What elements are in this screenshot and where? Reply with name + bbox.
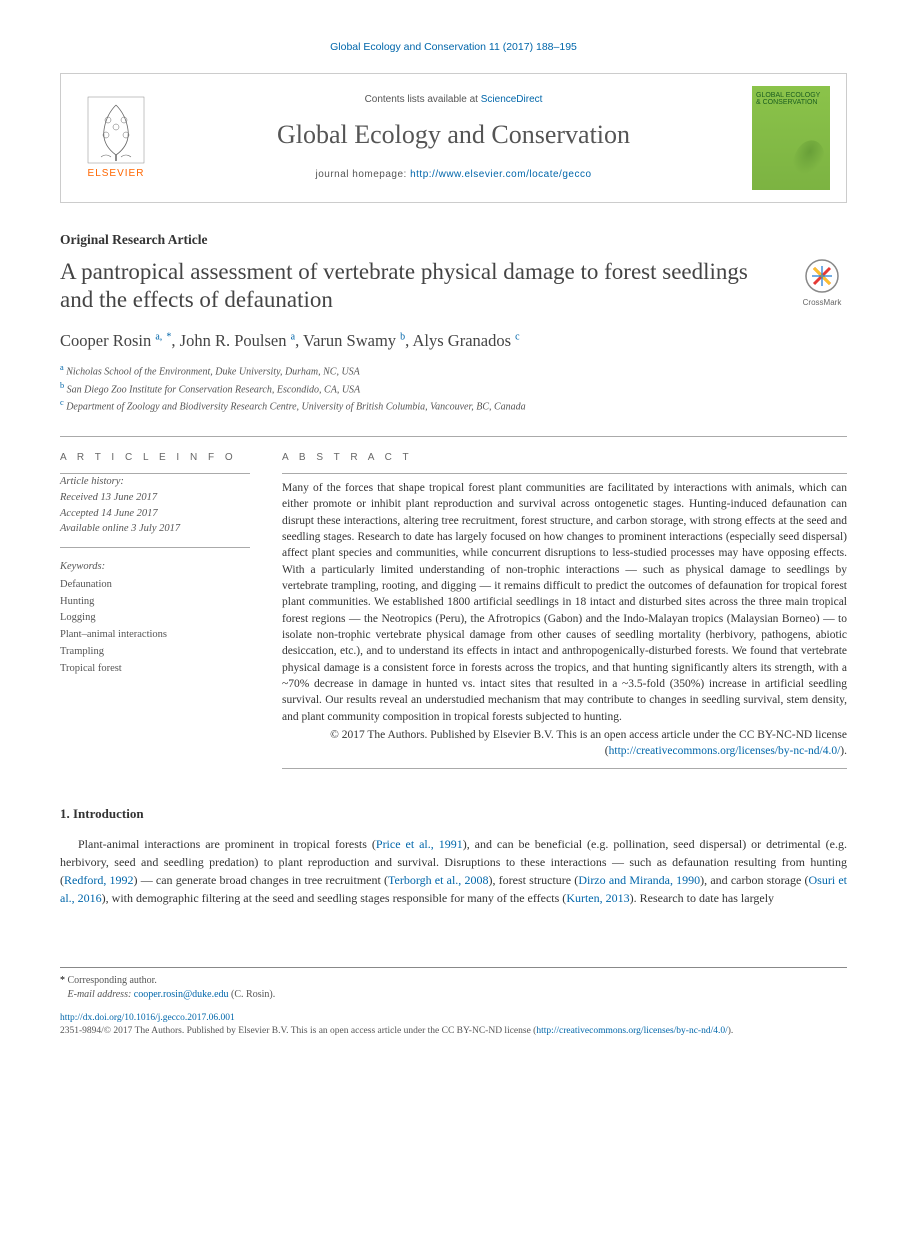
keyword: Hunting <box>60 594 250 611</box>
author-2: John R. Poulsen a <box>180 331 295 350</box>
affiliation-a: a Nicholas School of the Environment, Du… <box>60 362 847 379</box>
accepted-date: Accepted 14 June 2017 <box>60 506 250 522</box>
keyword: Trampling <box>60 644 250 661</box>
journal-name: Global Ecology and Conservation <box>173 117 734 153</box>
article-info-head: A R T I C L E I N F O <box>60 445 250 465</box>
journal-homepage-line: journal homepage: http://www.elsevier.co… <box>173 168 734 182</box>
keyword: Defaunation <box>60 577 250 594</box>
affiliations: a Nicholas School of the Environment, Du… <box>60 362 847 414</box>
author-1: Cooper Rosin a, * <box>60 331 171 350</box>
keyword: Plant–animal interactions <box>60 627 250 644</box>
citation-link[interactable]: Terborgh et al., 2008 <box>388 873 488 887</box>
corresponding-email-link[interactable]: cooper.rosin@duke.edu <box>134 989 229 1000</box>
journal-cover-thumbnail: GLOBAL ECOLOGY & CONSERVATION <box>752 86 830 190</box>
authors-line: Cooper Rosin a, *, John R. Poulsen a, Va… <box>60 329 847 352</box>
running-head: Global Ecology and Conservation 11 (2017… <box>60 40 847 55</box>
affiliation-b: b San Diego Zoo Institute for Conservati… <box>60 380 847 397</box>
journal-header: ELSEVIER Contents lists available at Sci… <box>60 73 847 203</box>
intro-paragraph-1: Plant-animal interactions are prominent … <box>60 835 847 907</box>
abstract-column: A B S T R A C T Many of the forces that … <box>282 445 847 769</box>
keywords-head: Keywords: <box>60 560 250 575</box>
elsevier-tree-icon <box>86 95 146 165</box>
publisher-logo: ELSEVIER <box>77 95 155 181</box>
email-line: E-mail address: cooper.rosin@duke.edu (C… <box>60 988 847 1002</box>
author-4: Alys Granados c <box>413 331 520 350</box>
keyword: Logging <box>60 610 250 627</box>
article-type: Original Research Article <box>60 231 847 250</box>
affiliation-c: c Department of Zoology and Biodiversity… <box>60 397 847 414</box>
keyword: Tropical forest <box>60 661 250 678</box>
article-history: Article history: Received 13 June 2017 A… <box>60 474 250 548</box>
received-date: Received 13 June 2017 <box>60 490 250 506</box>
citation-link[interactable]: Kurten, 2013 <box>566 891 629 905</box>
journal-homepage-link[interactable]: http://www.elsevier.com/locate/gecco <box>410 169 591 180</box>
citation-link[interactable]: Price et al., 1991 <box>376 837 463 851</box>
divider <box>282 768 847 769</box>
contents-available-line: Contents lists available at ScienceDirec… <box>173 93 734 107</box>
running-head-citation: 11 (2017) 188–195 <box>489 41 577 53</box>
doi-issn-block: http://dx.doi.org/10.1016/j.gecco.2017.0… <box>60 1012 847 1039</box>
license-link-footer[interactable]: http://creativecommons.org/licenses/by-n… <box>536 1026 727 1036</box>
article-info-column: A R T I C L E I N F O Article history: R… <box>60 445 250 769</box>
online-date: Available online 3 July 2017 <box>60 521 250 537</box>
copyright-line: © 2017 The Authors. Published by Elsevie… <box>282 727 847 760</box>
keywords-list: Defaunation Hunting Logging Plant–animal… <box>60 577 250 678</box>
citation-link[interactable]: Dirzo and Miranda, 1990 <box>578 873 700 887</box>
abstract-text: Many of the forces that shape tropical f… <box>282 480 847 725</box>
history-head: Article history: <box>60 474 250 490</box>
corresponding-author-note: * Corresponding author. <box>60 974 847 988</box>
crossmark-icon <box>804 258 840 294</box>
crossmark-badge[interactable]: CrossMark <box>797 258 847 308</box>
license-link[interactable]: http://creativecommons.org/licenses/by-n… <box>609 745 841 757</box>
section-heading-introduction: 1. Introduction <box>60 805 847 823</box>
divider <box>60 436 847 437</box>
citation-link[interactable]: Redford, 1992 <box>64 873 134 887</box>
article-title: A pantropical assessment of vertebrate p… <box>60 258 777 316</box>
running-head-journal: Global Ecology and Conservation <box>330 41 486 53</box>
abstract-head: A B S T R A C T <box>282 445 847 465</box>
crossmark-label: CrossMark <box>797 297 847 308</box>
author-3: Varun Swamy b <box>303 331 405 350</box>
doi-link[interactable]: http://dx.doi.org/10.1016/j.gecco.2017.0… <box>60 1013 235 1023</box>
publisher-name: ELSEVIER <box>88 167 145 181</box>
footnotes: * Corresponding author. E-mail address: … <box>60 967 847 1039</box>
sciencedirect-link[interactable]: ScienceDirect <box>481 94 543 105</box>
